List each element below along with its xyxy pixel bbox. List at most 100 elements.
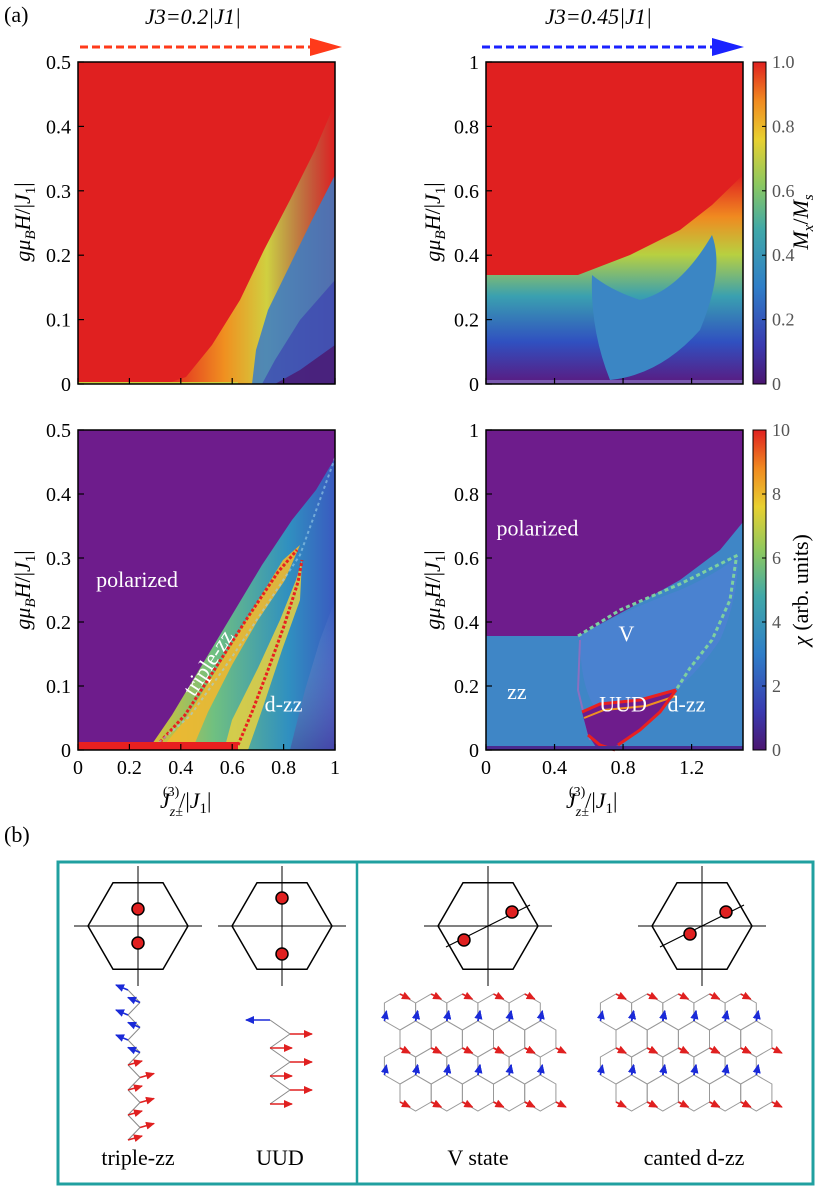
spin-arrow bbox=[524, 1099, 536, 1108]
honeycomb-cell bbox=[477, 1047, 510, 1085]
direction-arrow-right bbox=[482, 38, 744, 56]
honeycomb-cell bbox=[677, 1074, 710, 1112]
state-label-uud: UUD bbox=[256, 1145, 304, 1170]
honeycomb-cell bbox=[508, 1047, 541, 1085]
y-tick-label: 0.6 bbox=[454, 548, 479, 570]
honeycomb-cell bbox=[477, 993, 510, 1031]
svg-text:χ (arb. units): χ (arb. units) bbox=[788, 534, 813, 648]
spin-arrow bbox=[139, 1071, 155, 1080]
spin-arrow bbox=[615, 1045, 627, 1054]
honeycomb-cell bbox=[399, 1020, 432, 1058]
honeycomb-cell bbox=[709, 1074, 742, 1112]
k-point-marker bbox=[505, 905, 519, 919]
honeycomb-cell bbox=[646, 1020, 679, 1058]
x-tick-label: 0.8 bbox=[611, 757, 636, 779]
colorbar-tick-label: 10 bbox=[772, 420, 790, 440]
state-label-v: V state bbox=[447, 1145, 508, 1170]
spin-arrow bbox=[430, 991, 443, 1000]
colorbar-mx bbox=[752, 61, 767, 385]
spin-arrow bbox=[127, 1084, 143, 1093]
honeycomb-cell bbox=[461, 1020, 494, 1058]
k-point-marker bbox=[457, 933, 471, 947]
spin-arrow bbox=[493, 1045, 505, 1054]
ylabel-bottom-right: gμBH/|J1| bbox=[420, 550, 449, 629]
spin-arrow bbox=[709, 1099, 721, 1108]
svg-text:gμBH/|J1|: gμBH/|J1| bbox=[10, 550, 39, 629]
x-tick-label: 0.2 bbox=[117, 757, 142, 779]
spin-arrow bbox=[474, 1010, 483, 1022]
spin-arrow bbox=[115, 1034, 129, 1042]
k-point-marker bbox=[683, 927, 697, 941]
colorbar-tick-label: 8 bbox=[772, 484, 781, 504]
y-tick-label: 1 bbox=[469, 52, 479, 74]
colorbar-tick-label: 4 bbox=[772, 612, 781, 632]
spin-arrow bbox=[127, 1109, 143, 1118]
panel-b-label: (b) bbox=[4, 822, 30, 847]
y-tick-label: 0.1 bbox=[46, 676, 71, 698]
honeycomb-cell bbox=[415, 1047, 448, 1085]
spin-arrow bbox=[536, 1064, 545, 1076]
honeycomb-cell bbox=[662, 993, 695, 1031]
frame-bottom-left bbox=[77, 429, 336, 751]
spin-arrow bbox=[659, 1010, 668, 1022]
spin-configurations bbox=[115, 984, 783, 1143]
colorbar-tick-label: 6 bbox=[772, 548, 781, 568]
heatmap-chi-left bbox=[78, 430, 336, 751]
column-title-left: J3=0.2|J1| bbox=[145, 4, 241, 29]
y-tick-label: 0.8 bbox=[454, 484, 479, 506]
k-point-marker bbox=[275, 947, 289, 961]
x-tick-label: 0.4 bbox=[168, 757, 193, 779]
frame-top-left bbox=[77, 61, 336, 385]
axes-layer: 0 0.1 0.2 0.3 0.4 0.5 0 0.2 0.4 0.6 0.8 1 0 0.1 0.2 0.3… bbox=[46, 52, 704, 779]
honeycomb-cell bbox=[383, 1047, 417, 1085]
spin-arrow bbox=[677, 991, 690, 1000]
spin-arrow bbox=[399, 1099, 411, 1108]
heatmap-mx-left bbox=[78, 62, 335, 384]
heatmap-chi-right bbox=[486, 430, 743, 752]
spin-arrow bbox=[690, 1064, 699, 1076]
y-tick-label: 0.2 bbox=[454, 676, 479, 698]
honeycomb-cell bbox=[493, 1020, 526, 1058]
hexagon-zone bbox=[638, 866, 766, 986]
spin-arrow bbox=[493, 1099, 505, 1108]
y-tick-label: 0 bbox=[61, 374, 71, 396]
svg-text:gμBH/|J1|: gμBH/|J1| bbox=[10, 182, 39, 261]
spin-arrow bbox=[646, 1045, 659, 1054]
spin-arrow bbox=[659, 1064, 668, 1076]
y-tick-label: 0.3 bbox=[46, 548, 71, 570]
y-tick-label: 0 bbox=[469, 740, 479, 762]
panel-a-label: (a) bbox=[4, 2, 28, 27]
region-label-d-zz: d-zz bbox=[265, 692, 303, 717]
frame-top-right bbox=[485, 61, 744, 385]
y-tick-label: 0 bbox=[61, 740, 71, 762]
x-tick-label: 0.8 bbox=[271, 757, 296, 779]
honeycomb-cell bbox=[430, 1074, 463, 1112]
spin-arrow bbox=[740, 991, 752, 1000]
ylabel-top-left: gμBH/|J1| bbox=[10, 182, 39, 261]
y-tick-label: 0.8 bbox=[454, 116, 479, 138]
spin-arrow bbox=[399, 991, 411, 1000]
honeycomb-cell bbox=[709, 1020, 742, 1058]
honeycomb-cell bbox=[430, 1020, 463, 1058]
spin-arrow bbox=[646, 991, 659, 1000]
y-tick-label: 0.2 bbox=[46, 612, 71, 634]
spin-arrow bbox=[628, 1010, 636, 1022]
honeycomb-cell bbox=[446, 993, 479, 1031]
heatmap-mx-right bbox=[486, 62, 743, 384]
colorbar-tick-label: 0.4 bbox=[772, 245, 795, 265]
xlabel-bottom-left: Jz±(3)/|J1| bbox=[160, 785, 211, 820]
state-label-canted-dzz: canted d-zz bbox=[644, 1145, 745, 1170]
spin-arrow bbox=[412, 1010, 420, 1022]
x-tick-label: 0 bbox=[481, 757, 491, 779]
y-tick-label: 0.1 bbox=[46, 310, 71, 332]
y-tick-label: 0.4 bbox=[46, 116, 71, 138]
region-label-zz: zz bbox=[507, 679, 527, 704]
spin-arrow bbox=[505, 1010, 514, 1022]
y-tick-label: 0.5 bbox=[46, 52, 71, 74]
honeycomb-cell bbox=[383, 993, 417, 1031]
spin-arrow bbox=[677, 1099, 690, 1108]
spin-arrow bbox=[127, 996, 141, 1005]
honeycomb-cell bbox=[399, 1074, 432, 1112]
spin-arrow bbox=[536, 1010, 545, 1022]
spin-arrow bbox=[474, 1064, 483, 1076]
